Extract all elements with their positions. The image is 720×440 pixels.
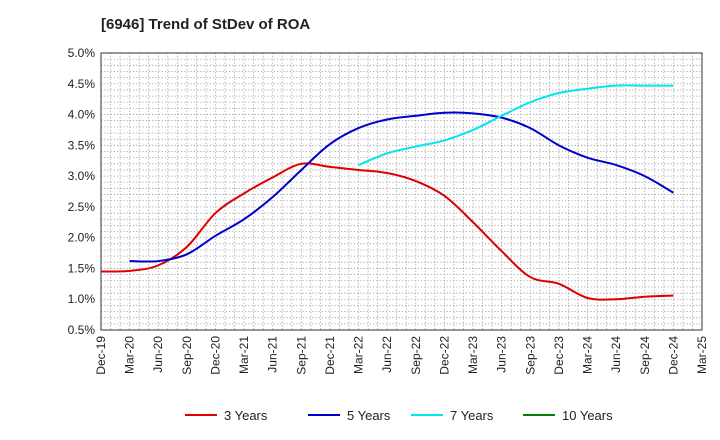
y-tick-label: 2.5% [68,200,96,214]
y-tick-label: 1.0% [68,292,96,306]
x-tick-label: Mar-20 [123,336,137,374]
x-axis: Dec-19 Mar-20 Jun-20 Sep-20 Dec-20 Mar-21 Jun-… [94,336,709,375]
series-line-2 [129,111,674,263]
legend: 3 Years 5 Years 7 Years 10 Years [185,408,613,423]
y-tick-label: 2.0% [68,231,96,245]
y-tick-label: 0.5% [68,323,96,337]
grid [101,53,702,330]
x-tick-label: Dec-23 [552,336,566,375]
x-tick-label: Dec-21 [323,336,337,375]
legend-label: 10 Years [562,408,613,423]
series-line-3 [358,84,674,166]
x-tick-label: Mar-21 [237,336,251,374]
legend-label: 7 Years [450,408,494,423]
y-tick-label: 5.0% [68,46,96,60]
x-tick-label: Sep-20 [180,336,194,375]
x-tick-label: Jun-21 [266,336,280,373]
y-axis: 0.5% 1.0% 1.5% 2.0% 2.5% 3.0% 3.5% 4.0% 4.5% 5.0% [68,46,96,337]
series-lines [100,84,674,301]
x-tick-label: Mar-24 [581,336,595,374]
chart-title: [6946] Trend of StDev of ROA [101,16,310,33]
x-tick-label: Mar-25 [695,336,709,374]
y-tick-label: 4.0% [68,108,96,122]
y-tick-label: 3.5% [68,138,96,152]
x-tick-label: Dec-22 [437,336,451,375]
legend-label: 5 Years [347,408,391,423]
y-tick-label: 4.5% [68,77,96,91]
y-tick-label: 3.0% [68,169,96,183]
series-line-1 [100,162,674,301]
x-tick-label: Dec-24 [666,336,680,375]
x-tick-label: Sep-24 [638,336,652,375]
x-tick-label: Sep-23 [523,336,537,375]
x-tick-label: Sep-21 [294,336,308,375]
x-tick-label: Sep-22 [409,336,423,375]
x-tick-label: Dec-20 [208,336,222,375]
x-tick-label: Jun-23 [495,336,509,373]
y-tick-label: 1.5% [68,261,96,275]
plot-frame [100,52,703,331]
legend-label: 3 Years [224,408,268,423]
x-tick-label: Jun-22 [380,336,394,373]
x-tick-label: Jun-24 [609,336,623,373]
x-tick-label: Dec-19 [94,336,108,375]
x-tick-label: Mar-23 [466,336,480,374]
x-tick-label: Mar-22 [352,336,366,374]
x-tick-label: Jun-20 [151,336,165,373]
